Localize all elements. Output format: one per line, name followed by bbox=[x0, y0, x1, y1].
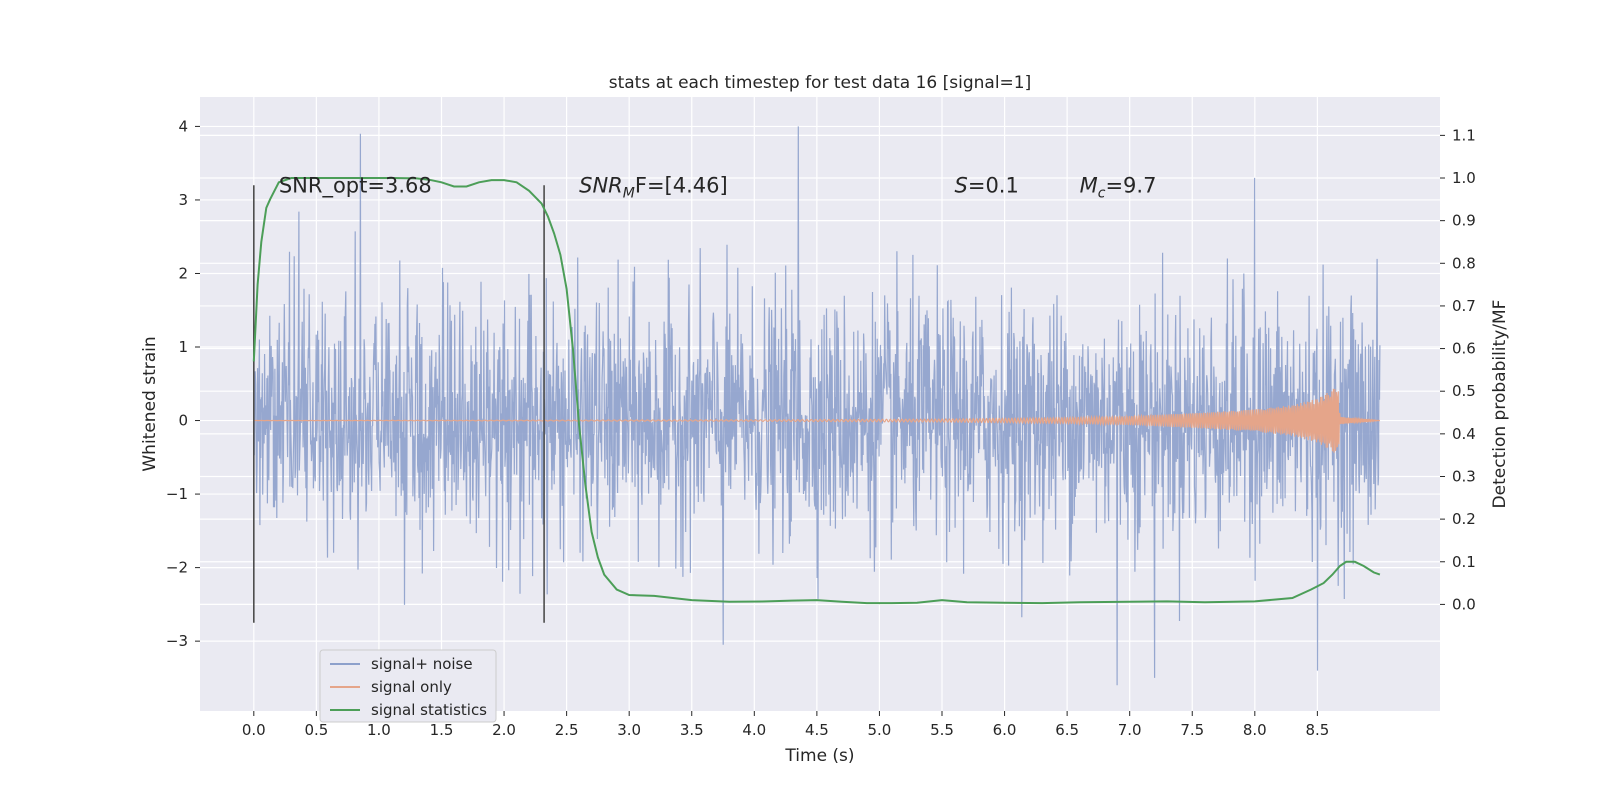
x-tick-label: 1.0 bbox=[367, 721, 391, 739]
signal-statistics-line bbox=[252, 177, 1381, 605]
y2-axis-label: Detection probability/MF bbox=[1490, 300, 1510, 509]
y2-tick-label: 0.0 bbox=[1452, 595, 1476, 613]
series-signal-noise bbox=[253, 126, 1381, 686]
legend-box bbox=[319, 649, 497, 723]
annotation-text: S=0.1 bbox=[955, 174, 1019, 198]
vertical-markers bbox=[253, 185, 545, 623]
x-tick-label: 8.0 bbox=[1243, 721, 1267, 739]
y-tick-label: 0 bbox=[178, 412, 188, 430]
y2-tick-label: 1.1 bbox=[1452, 126, 1476, 144]
x-tick-label: 6.0 bbox=[993, 721, 1017, 739]
y-axis-right: 0.0 0.1 0.2 0.3 0.4 0.5 0.6 0.7 0.8 0.9 1.0 1.1 bbox=[1440, 126, 1476, 613]
y-tick-label: 4 bbox=[178, 117, 188, 135]
y-tick-label: −1 bbox=[166, 485, 188, 503]
chart-title: stats at each timestep for test data 16 … bbox=[609, 73, 1032, 93]
x-axis: 0.0 0.5 1.0 1.5 2.0 2.5 3.0 3.5 4.0 4.5 5.0 5.5 6.0 6… bbox=[242, 711, 1329, 739]
y2-tick-label: 0.6 bbox=[1452, 340, 1476, 358]
x-tick-label: 8.5 bbox=[1305, 721, 1329, 739]
y2-tick-label: 0.7 bbox=[1452, 297, 1476, 315]
y-tick-label: 2 bbox=[178, 264, 188, 282]
legend-label-signal-noise: signal+ noise bbox=[371, 655, 473, 673]
y2-tick-label: 0.4 bbox=[1452, 425, 1476, 443]
x-tick-label: 0.5 bbox=[304, 721, 328, 739]
x-tick-label: 4.5 bbox=[805, 721, 829, 739]
x-tick-label: 1.5 bbox=[430, 721, 454, 739]
legend-label-signal-only: signal only bbox=[371, 678, 452, 696]
x-tick-label: 7.5 bbox=[1180, 721, 1204, 739]
x-tick-label: 4.0 bbox=[742, 721, 766, 739]
y2-tick-label: 0.9 bbox=[1452, 212, 1476, 230]
x-tick-label: 5.0 bbox=[868, 721, 892, 739]
x-tick-label: 2.5 bbox=[555, 721, 579, 739]
legend-label-signal-statistics: signal statistics bbox=[371, 701, 487, 719]
x-tick-label: 3.0 bbox=[617, 721, 641, 739]
x-tick-label: 6.5 bbox=[1055, 721, 1079, 739]
y-tick-label: 3 bbox=[178, 191, 188, 209]
annotation-text: Mc=9.7 bbox=[1080, 174, 1157, 202]
y2-tick-label: 0.3 bbox=[1452, 467, 1476, 485]
signal-noise-line bbox=[253, 126, 1381, 686]
y-axis-label: Whitened strain bbox=[140, 336, 160, 471]
y-tick-label: −2 bbox=[166, 559, 188, 577]
signal-only-line bbox=[253, 388, 1381, 453]
y-tick-label: −3 bbox=[166, 632, 188, 650]
x-tick-label: 0.0 bbox=[242, 721, 266, 739]
series-signal-statistics bbox=[252, 177, 1381, 605]
x-axis-label: Time (s) bbox=[784, 746, 854, 766]
x-tick-label: 7.0 bbox=[1118, 721, 1142, 739]
y2-tick-label: 1.0 bbox=[1452, 169, 1476, 187]
y2-tick-label: 0.2 bbox=[1452, 510, 1476, 528]
annotation-text: SNRMF=[4.46] bbox=[579, 174, 728, 202]
y2-tick-label: 0.8 bbox=[1452, 254, 1476, 272]
y2-tick-label: 0.5 bbox=[1452, 382, 1476, 400]
series-signal-only bbox=[253, 388, 1381, 453]
annotations: SNR_opt=3.68 SNRMF=[4.46] S=0.1 Mc=9.7 bbox=[279, 174, 1157, 202]
annotation-text: SNR_opt=3.68 bbox=[279, 174, 432, 199]
y2-tick-label: 0.1 bbox=[1452, 553, 1476, 571]
x-tick-label: 3.5 bbox=[680, 721, 704, 739]
y-tick-label: 1 bbox=[178, 338, 188, 356]
x-tick-label: 5.5 bbox=[930, 721, 954, 739]
y-axis-left: −3 −2 −1 0 1 2 3 4 bbox=[166, 117, 200, 650]
x-tick-label: 2.0 bbox=[492, 721, 516, 739]
legend: signal+ noise signal only signal statist… bbox=[319, 649, 497, 723]
